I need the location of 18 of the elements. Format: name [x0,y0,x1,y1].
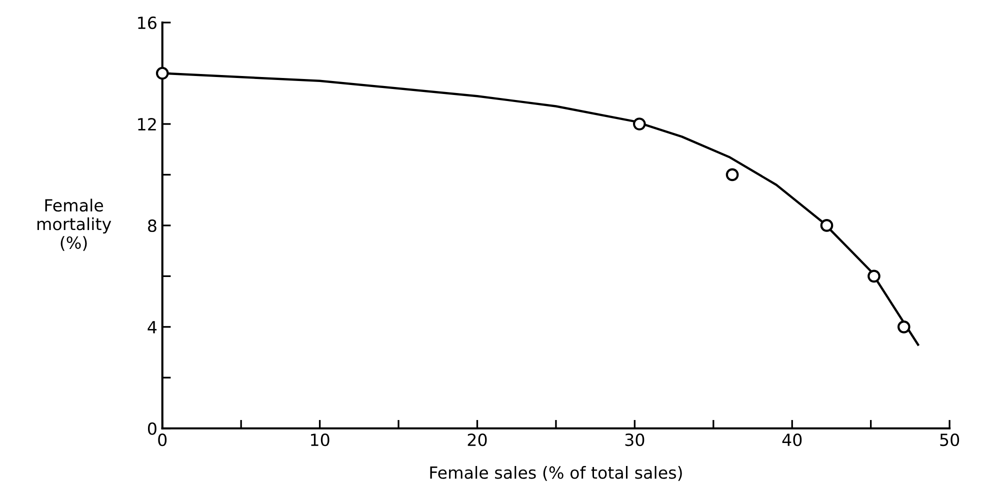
x-tick-label: 0 [158,434,167,446]
x-axis-title: Female sales (% of total sales) [430,466,682,481]
y-tick-label: 4 [148,321,157,334]
y-tick-label: 0 [148,422,156,435]
point [868,270,880,283]
point [632,118,646,130]
x-tick-label: 50 [940,434,960,446]
x-tick-label: 30 [625,434,644,446]
point [820,219,834,232]
x-tick-label: 10 [311,434,330,446]
y-tick-label: 8 [148,219,156,232]
y-axis-title: Female mortality (%) [37,198,112,251]
y-tick-label: 12 [138,118,156,130]
y-tick-label: 16 [138,16,156,30]
x-tick-label: 20 [468,434,487,446]
x-tick-label: 40 [782,434,802,446]
point [897,320,910,334]
point [726,168,739,182]
